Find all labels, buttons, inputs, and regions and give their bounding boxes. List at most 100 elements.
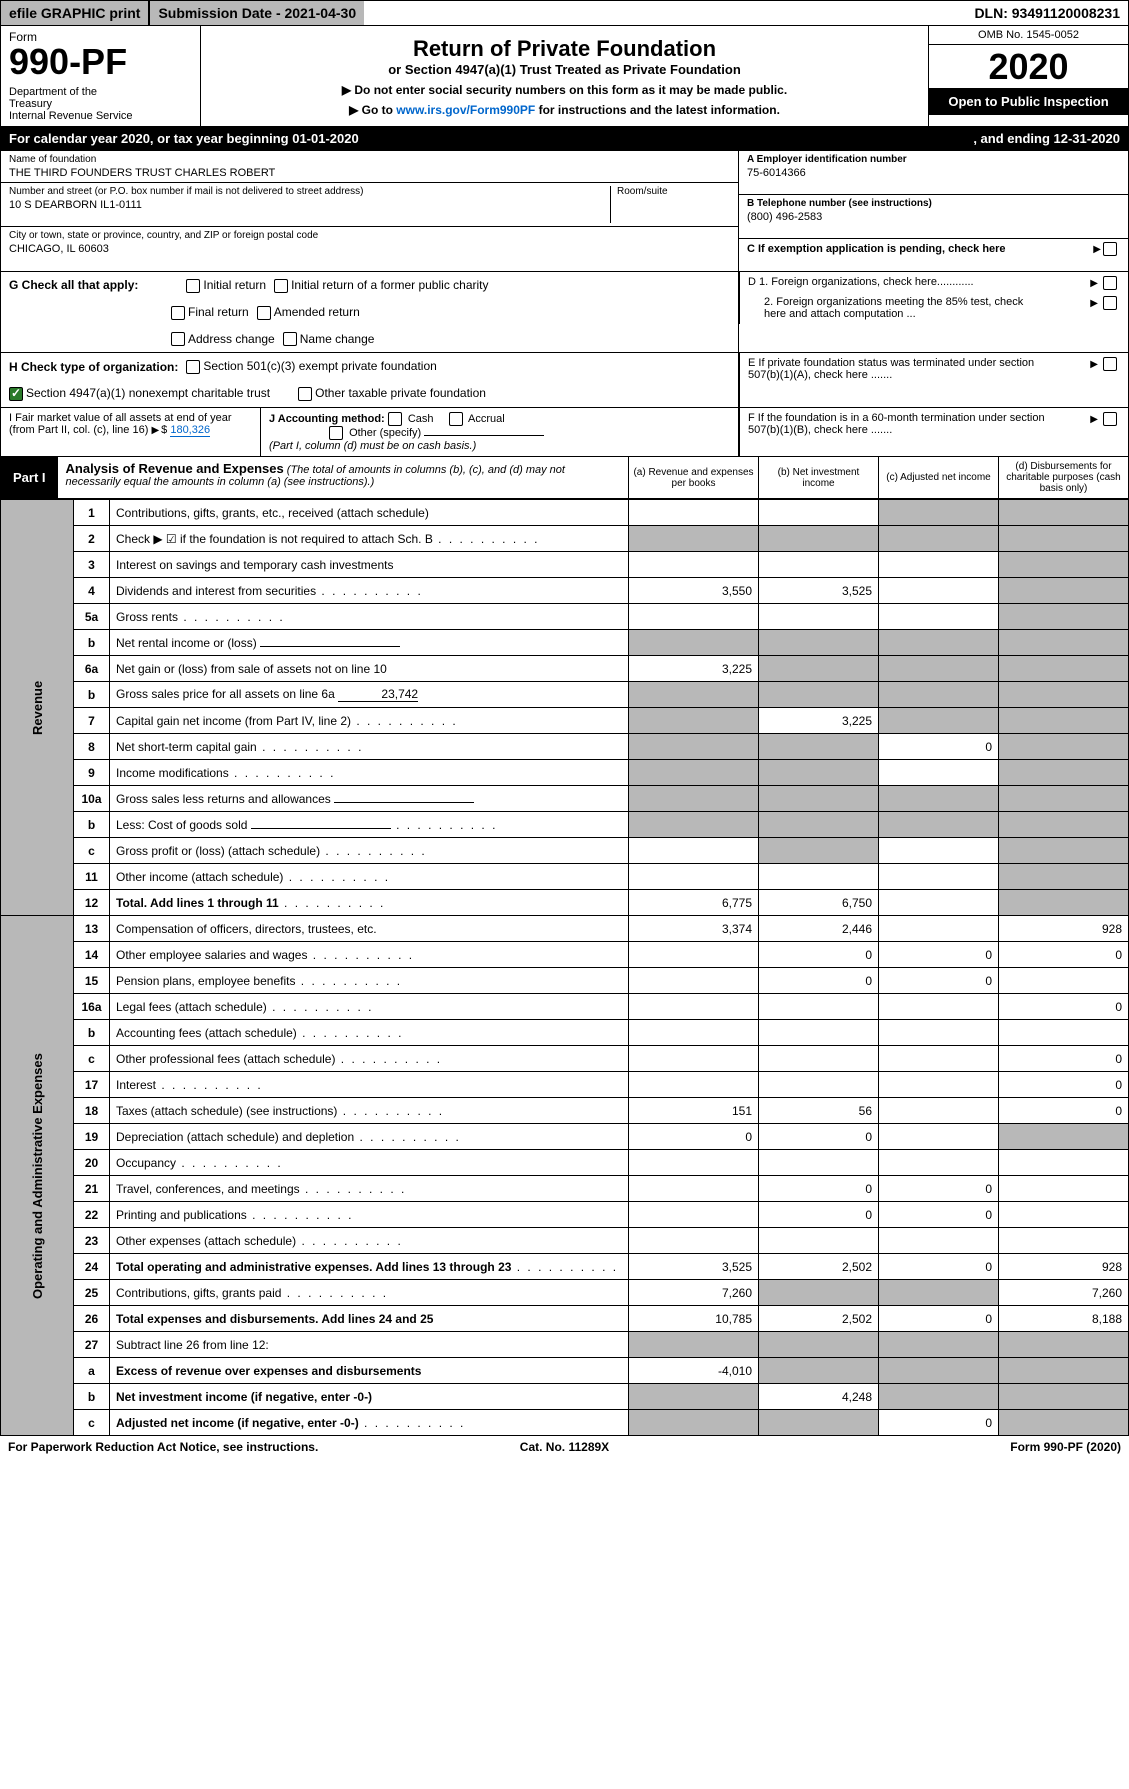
value-cell (879, 1332, 999, 1358)
j-cell: J Accounting method: Cash Accrual Other … (261, 408, 738, 456)
value-cell (759, 604, 879, 630)
header-right: OMB No. 1545-0052 2020 Open to Public In… (928, 26, 1128, 126)
line-number: 18 (74, 1098, 110, 1124)
value-cell: 928 (999, 1254, 1129, 1280)
line-description: Net investment income (if negative, ente… (110, 1384, 629, 1410)
line-number: 19 (74, 1124, 110, 1150)
value-cell: 151 (629, 1098, 759, 1124)
line-number: 4 (74, 578, 110, 604)
col-d-head: (d) Disbursements for charitable purpose… (998, 457, 1128, 498)
e-row: E If private foundation status was termi… (739, 353, 1128, 407)
arrow-icon (1093, 243, 1103, 255)
value-cell: 3,525 (759, 578, 879, 604)
value-cell (759, 1072, 879, 1098)
part-1-header: Part I Analysis of Revenue and Expenses … (0, 457, 1129, 499)
table-row: 20Occupancy (1, 1150, 1129, 1176)
other-taxable-checkbox[interactable] (298, 387, 312, 401)
c-checkbox[interactable] (1103, 242, 1117, 256)
d2-checkbox[interactable] (1103, 296, 1117, 310)
value-cell (879, 1072, 999, 1098)
value-cell (629, 968, 759, 994)
line-description: Check ▶ ☑ if the foundation is not requi… (110, 526, 629, 552)
4947a1-checkbox[interactable] (9, 387, 23, 401)
value-cell (629, 708, 759, 734)
501c3-checkbox[interactable] (186, 360, 200, 374)
line-number: 3 (74, 552, 110, 578)
value-cell (999, 526, 1129, 552)
value-cell: 6,750 (759, 890, 879, 916)
value-cell (879, 526, 999, 552)
h-e-row: H Check type of organization: Section 50… (0, 353, 1129, 408)
arrow-icon (151, 424, 161, 436)
g-d-row: G Check all that apply: Initial return I… (0, 272, 1129, 353)
d1-checkbox[interactable] (1103, 276, 1117, 290)
col-a-head: (a) Revenue and expenses per books (628, 457, 758, 498)
table-row: 19Depreciation (attach schedule) and dep… (1, 1124, 1129, 1150)
f-checkbox[interactable] (1103, 412, 1117, 426)
value-cell (999, 1150, 1129, 1176)
name-change-checkbox[interactable] (283, 332, 297, 346)
info-grid: Name of foundation THE THIRD FOUNDERS TR… (0, 151, 1129, 272)
initial-former-checkbox[interactable] (274, 279, 288, 293)
value-cell (999, 890, 1129, 916)
instr-2: ▶ Go to www.irs.gov/Form990PF for instru… (207, 103, 922, 117)
address-change-checkbox[interactable] (171, 332, 185, 346)
value-cell (999, 864, 1129, 890)
value-cell (879, 630, 999, 656)
value-cell (759, 630, 879, 656)
form-number: 990-PF (9, 44, 192, 80)
value-cell (759, 1358, 879, 1384)
cash-checkbox[interactable] (388, 412, 402, 426)
value-cell (629, 526, 759, 552)
value-cell (999, 578, 1129, 604)
value-cell (629, 1384, 759, 1410)
value-cell (879, 500, 999, 526)
value-cell: 3,525 (629, 1254, 759, 1280)
value-cell: 0 (999, 1072, 1129, 1098)
table-row: 22Printing and publications00 (1, 1202, 1129, 1228)
value-cell: 0 (879, 1254, 999, 1280)
amended-return-checkbox[interactable] (257, 306, 271, 320)
line-description: Gross sales price for all assets on line… (110, 682, 629, 708)
value-cell (879, 1046, 999, 1072)
table-row: 18Taxes (attach schedule) (see instructi… (1, 1098, 1129, 1124)
i-cell: I Fair market value of all assets at end… (1, 408, 261, 456)
line-description: Pension plans, employee benefits (110, 968, 629, 994)
initial-return-checkbox[interactable] (186, 279, 200, 293)
line-description: Other professional fees (attach schedule… (110, 1046, 629, 1072)
line-number: 26 (74, 1306, 110, 1332)
line-number: 11 (74, 864, 110, 890)
paperwork-notice: For Paperwork Reduction Act Notice, see … (8, 1440, 379, 1454)
table-row: 21Travel, conferences, and meetings00 (1, 1176, 1129, 1202)
section-label: Operating and Administrative Expenses (1, 916, 74, 1436)
value-cell: 3,374 (629, 916, 759, 942)
line-number: b (74, 1384, 110, 1410)
final-return-checkbox[interactable] (171, 306, 185, 320)
calendar-year-row: For calendar year 2020, or tax year begi… (0, 127, 1129, 151)
value-cell (879, 838, 999, 864)
line-number: 17 (74, 1072, 110, 1098)
city-state-zip: CHICAGO, IL 60603 (9, 243, 730, 255)
table-row: 6aNet gain or (loss) from sale of assets… (1, 656, 1129, 682)
value-cell (879, 1228, 999, 1254)
table-row: 27Subtract line 26 from line 12: (1, 1332, 1129, 1358)
line-number: b (74, 682, 110, 708)
value-cell (999, 604, 1129, 630)
other-method-checkbox[interactable] (329, 426, 343, 440)
line-description: Total. Add lines 1 through 11 (110, 890, 629, 916)
table-row: 2Check ▶ ☑ if the foundation is not requ… (1, 526, 1129, 552)
line-number: 25 (74, 1280, 110, 1306)
irs-link[interactable]: www.irs.gov/Form990PF (396, 103, 535, 117)
line-number: 2 (74, 526, 110, 552)
d1-row: D 1. Foreign organizations, check here..… (739, 272, 1128, 292)
value-cell (999, 786, 1129, 812)
value-cell: 0 (629, 1124, 759, 1150)
fmv-value[interactable]: 180,326 (170, 424, 210, 437)
arrow-icon (1090, 277, 1100, 289)
value-cell (879, 864, 999, 890)
e-checkbox[interactable] (1103, 357, 1117, 371)
table-row: bAccounting fees (attach schedule) (1, 1020, 1129, 1046)
accrual-checkbox[interactable] (449, 412, 463, 426)
revenue-expense-table: Revenue1Contributions, gifts, grants, et… (0, 499, 1129, 1436)
g-check-row: G Check all that apply: Initial return I… (1, 272, 738, 299)
